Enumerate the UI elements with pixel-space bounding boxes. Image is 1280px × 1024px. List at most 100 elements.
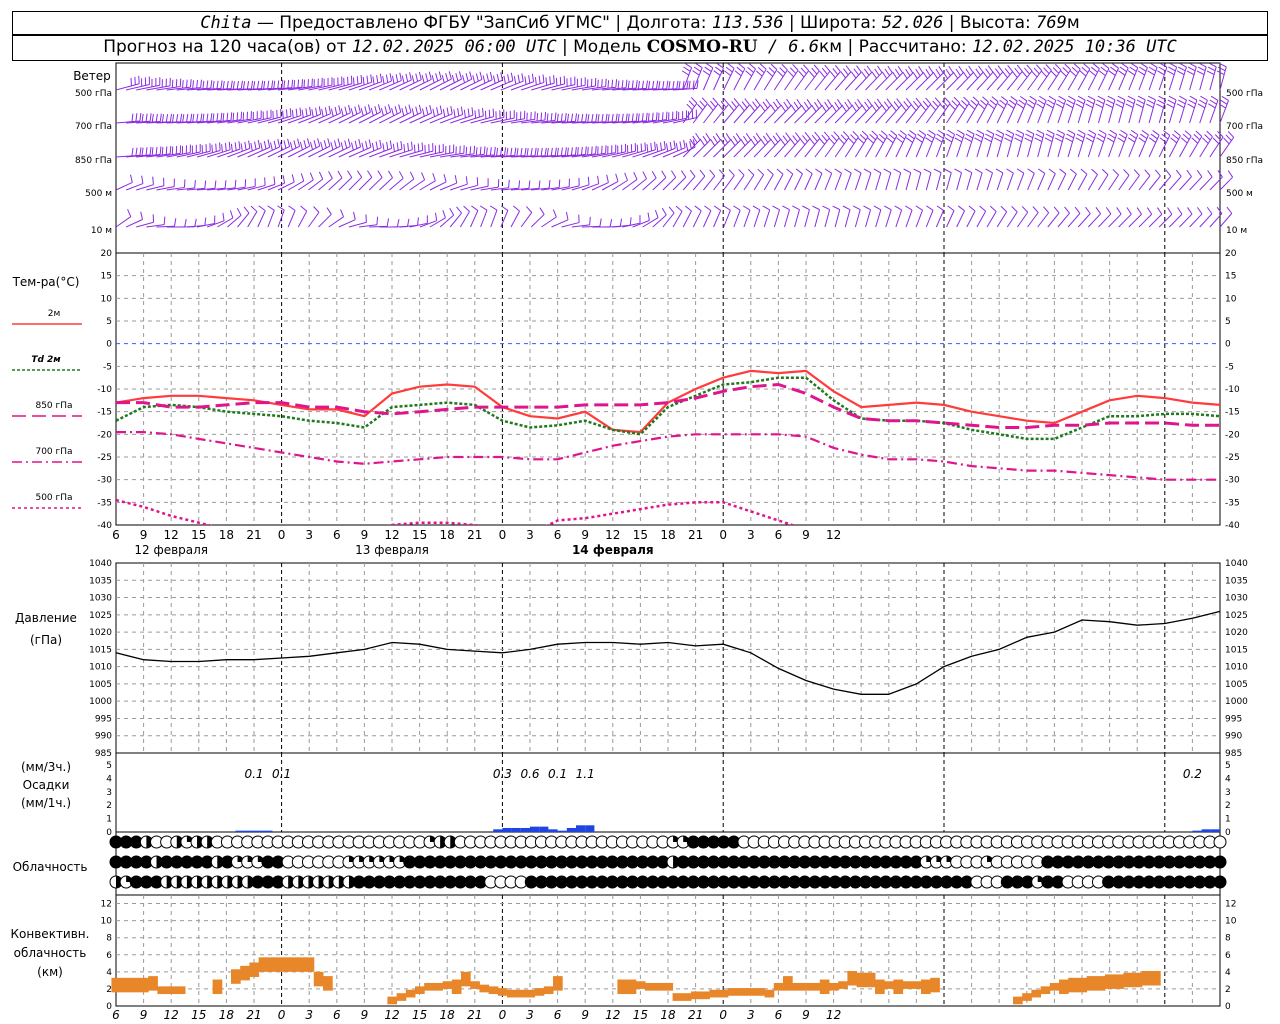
wind-barb xyxy=(974,137,982,143)
cloud-cover-symbol xyxy=(1213,855,1227,869)
wind-barb xyxy=(730,138,736,146)
wind-barb xyxy=(695,132,701,141)
wind-barb xyxy=(250,205,258,212)
wind-barb xyxy=(1011,71,1018,78)
wind-barb xyxy=(752,205,761,211)
wind-barb xyxy=(682,67,693,91)
wind-barb xyxy=(824,64,831,72)
pressure-y-tick-left: 1025 xyxy=(89,611,112,621)
wind-barb xyxy=(1197,66,1206,72)
wind-barb xyxy=(1148,66,1157,72)
wind-barb xyxy=(500,210,509,228)
wind-barb xyxy=(226,80,229,89)
wind-barb xyxy=(723,210,731,228)
wind-barb xyxy=(686,80,689,89)
wind-barb xyxy=(500,205,509,211)
precip-unit-top: (мм/3ч.) xyxy=(21,760,71,774)
wind-barb xyxy=(210,80,213,89)
wind-barb xyxy=(856,65,862,73)
wind-barb xyxy=(419,78,442,91)
wind-barb xyxy=(267,209,275,228)
wind-barb xyxy=(834,168,842,174)
wind-barb xyxy=(1206,130,1213,138)
wind-barb xyxy=(536,113,539,122)
conv-cloud-bar xyxy=(847,970,858,986)
wind-barb xyxy=(1106,137,1115,143)
wind-barb xyxy=(277,139,281,148)
wind-barb xyxy=(482,107,484,116)
temp-x-tick: 15 xyxy=(412,528,427,542)
wind-barb xyxy=(1221,95,1229,101)
conv-x-tick: 6 xyxy=(554,1008,562,1022)
wind-barb xyxy=(1101,168,1109,176)
wind-barb xyxy=(161,146,164,155)
wind-barb xyxy=(873,168,882,174)
wind-barb xyxy=(676,80,679,89)
wind-barb xyxy=(146,224,165,228)
wind-barb xyxy=(786,168,794,175)
conv-cloud-bar xyxy=(645,982,655,991)
wind-barb xyxy=(538,180,541,189)
wind-barb xyxy=(647,212,650,221)
wind-barb xyxy=(242,81,246,90)
wind-barb xyxy=(1010,96,1018,102)
wind-barb xyxy=(1178,99,1186,105)
wind-barb xyxy=(668,206,675,214)
wind-barb xyxy=(161,114,165,123)
wind-barb xyxy=(844,101,850,110)
wind-barb xyxy=(715,133,721,141)
wind-barb xyxy=(369,225,388,228)
wind-barb xyxy=(663,141,666,150)
wind-barb xyxy=(554,112,557,121)
precip-bar xyxy=(502,827,512,832)
wind-barb xyxy=(904,205,913,211)
conv-y-tick-left: 12 xyxy=(101,900,112,910)
wind-barb xyxy=(287,210,296,228)
wind-barb xyxy=(469,146,472,155)
wind-barb xyxy=(1199,213,1213,228)
wind-barb xyxy=(1110,66,1118,73)
wind-barb xyxy=(169,113,173,122)
conv-x-tick: 0 xyxy=(719,1008,727,1022)
wind-barb xyxy=(1188,62,1197,68)
wind-barb xyxy=(702,210,712,228)
wind-barb xyxy=(570,113,574,122)
wind-barb xyxy=(770,104,776,112)
wind-barb xyxy=(479,71,483,80)
wind-barb xyxy=(389,73,392,82)
latitude-label: | Широта: xyxy=(783,13,882,33)
wind-barb xyxy=(215,143,217,152)
wind-barb xyxy=(854,172,862,191)
wind-barb xyxy=(682,176,696,191)
wind-barb xyxy=(833,131,840,138)
temp-x-tick: 18 xyxy=(660,528,675,542)
wind-barb xyxy=(1031,70,1038,78)
wind-barb xyxy=(928,66,934,74)
wind-barb xyxy=(885,209,892,228)
wind-barb xyxy=(409,171,415,180)
conv-cloud-bar xyxy=(1068,977,1078,993)
temp-series-line xyxy=(116,382,1220,429)
wind-barb xyxy=(1188,99,1196,105)
wind-barb xyxy=(489,71,493,80)
wind-barb xyxy=(228,141,231,150)
wind-barb xyxy=(510,187,529,191)
wind-barb xyxy=(1027,70,1043,91)
wind-barb xyxy=(617,113,620,123)
wind-barb xyxy=(794,173,803,191)
wind-barb xyxy=(979,205,986,212)
wind-barb xyxy=(915,209,923,228)
wind-barb xyxy=(1189,176,1203,191)
wind-barb xyxy=(1227,131,1235,138)
precip-amount-label: 0.1 xyxy=(548,767,567,781)
wind-barb xyxy=(709,100,716,108)
wind-barb xyxy=(861,130,869,137)
conv-x-tick: 12 xyxy=(605,1008,620,1022)
wind-barb xyxy=(735,133,742,141)
wind-barb xyxy=(510,72,514,81)
wind-barb xyxy=(1054,137,1063,143)
wind-barb xyxy=(1058,95,1066,101)
wind-barb xyxy=(804,173,813,191)
conv-cloud-bar xyxy=(1022,993,1032,1001)
wind-barb xyxy=(955,133,964,139)
